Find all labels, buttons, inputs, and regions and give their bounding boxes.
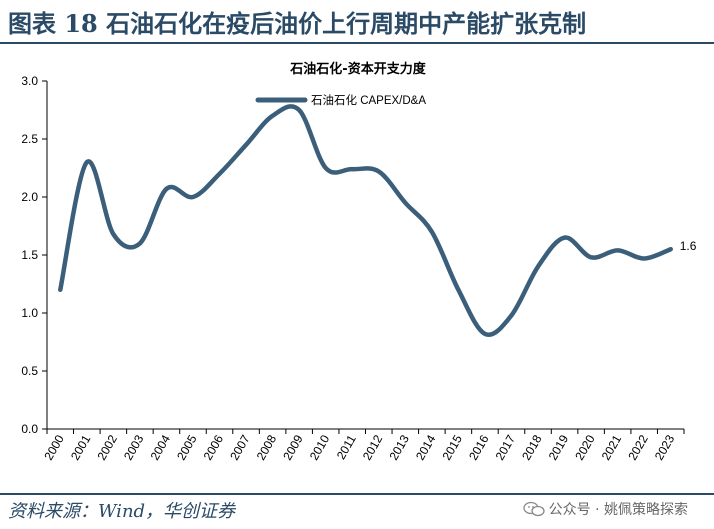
x-tick-label: 2018: [519, 432, 545, 462]
watermark-text: 公众号 · 姚佩策略探索: [548, 502, 688, 518]
x-tick-label: 2022: [625, 432, 651, 462]
watermark: 公众号 · 姚佩策略探索: [522, 499, 688, 519]
x-tick-label: 2003: [121, 432, 147, 462]
source-note: 资料来源：Wind，华创证券: [8, 501, 236, 522]
x-axis: 2000 2001 2002 2003 2004 2005 2006 2007 2008 2009…: [41, 428, 685, 463]
series-line: [58, 104, 673, 337]
x-tick-label: 2006: [201, 432, 227, 462]
x-tick-label: 2017: [493, 432, 519, 462]
y-tick-label: 1.0: [21, 306, 38, 320]
x-tick-label: 2004: [148, 432, 174, 462]
x-tick-label: 2009: [280, 432, 306, 462]
x-tick-label: 2008: [254, 432, 280, 462]
y-tick-label: 2.0: [21, 190, 38, 204]
wechat-icon: [522, 501, 545, 517]
y-axis: 0.0 0.5 1.0 1.5 2.0 2.5 3.0: [21, 74, 48, 436]
y-tick-label: 3.0: [21, 74, 38, 88]
x-tick-label: 2015: [440, 432, 466, 462]
x-tick-label: 2021: [599, 432, 625, 462]
x-tick-label: 2007: [227, 432, 253, 462]
x-tick-label: 2002: [94, 432, 120, 462]
x-tick-label: 2010: [307, 432, 333, 462]
series-group: [58, 104, 673, 337]
x-tick-label: 2005: [174, 432, 200, 462]
x-tick-label: 2020: [572, 432, 598, 462]
y-tick-label: 0.5: [21, 364, 38, 378]
end-value-label: 1.6: [680, 239, 697, 253]
x-tick-label: 2019: [546, 432, 572, 462]
x-tick-label: 2014: [413, 432, 439, 462]
x-tick-label: 2012: [360, 432, 386, 462]
legend: 石油石化 CAPEX/D&A: [255, 93, 426, 107]
x-tick-label: 2000: [41, 432, 67, 462]
x-tick-label: 2023: [652, 432, 678, 462]
y-tick-label: 1.5: [21, 248, 38, 262]
line-chart: 石油石化-资本开支力度 石油石化 CAPEX/D&A 0.0 0.5 1.0 1.5 2…: [21, 61, 697, 463]
figure-title: 图表 18 石油石化在疫后油价上行周期中产能扩张克制: [8, 9, 587, 38]
header-divider: [0, 42, 714, 44]
footer-divider: [0, 493, 714, 495]
x-tick-label: 2011: [334, 432, 359, 462]
legend-label: 石油石化 CAPEX/D&A: [311, 93, 426, 107]
x-tick-label: 2013: [386, 432, 412, 462]
y-tick-label: 2.5: [21, 132, 38, 146]
chart-title: 石油石化-资本开支力度: [289, 61, 426, 77]
x-tick-label: 2016: [466, 432, 492, 462]
x-tick-label: 2001: [68, 432, 94, 462]
y-tick-label: 0.0: [21, 422, 38, 436]
